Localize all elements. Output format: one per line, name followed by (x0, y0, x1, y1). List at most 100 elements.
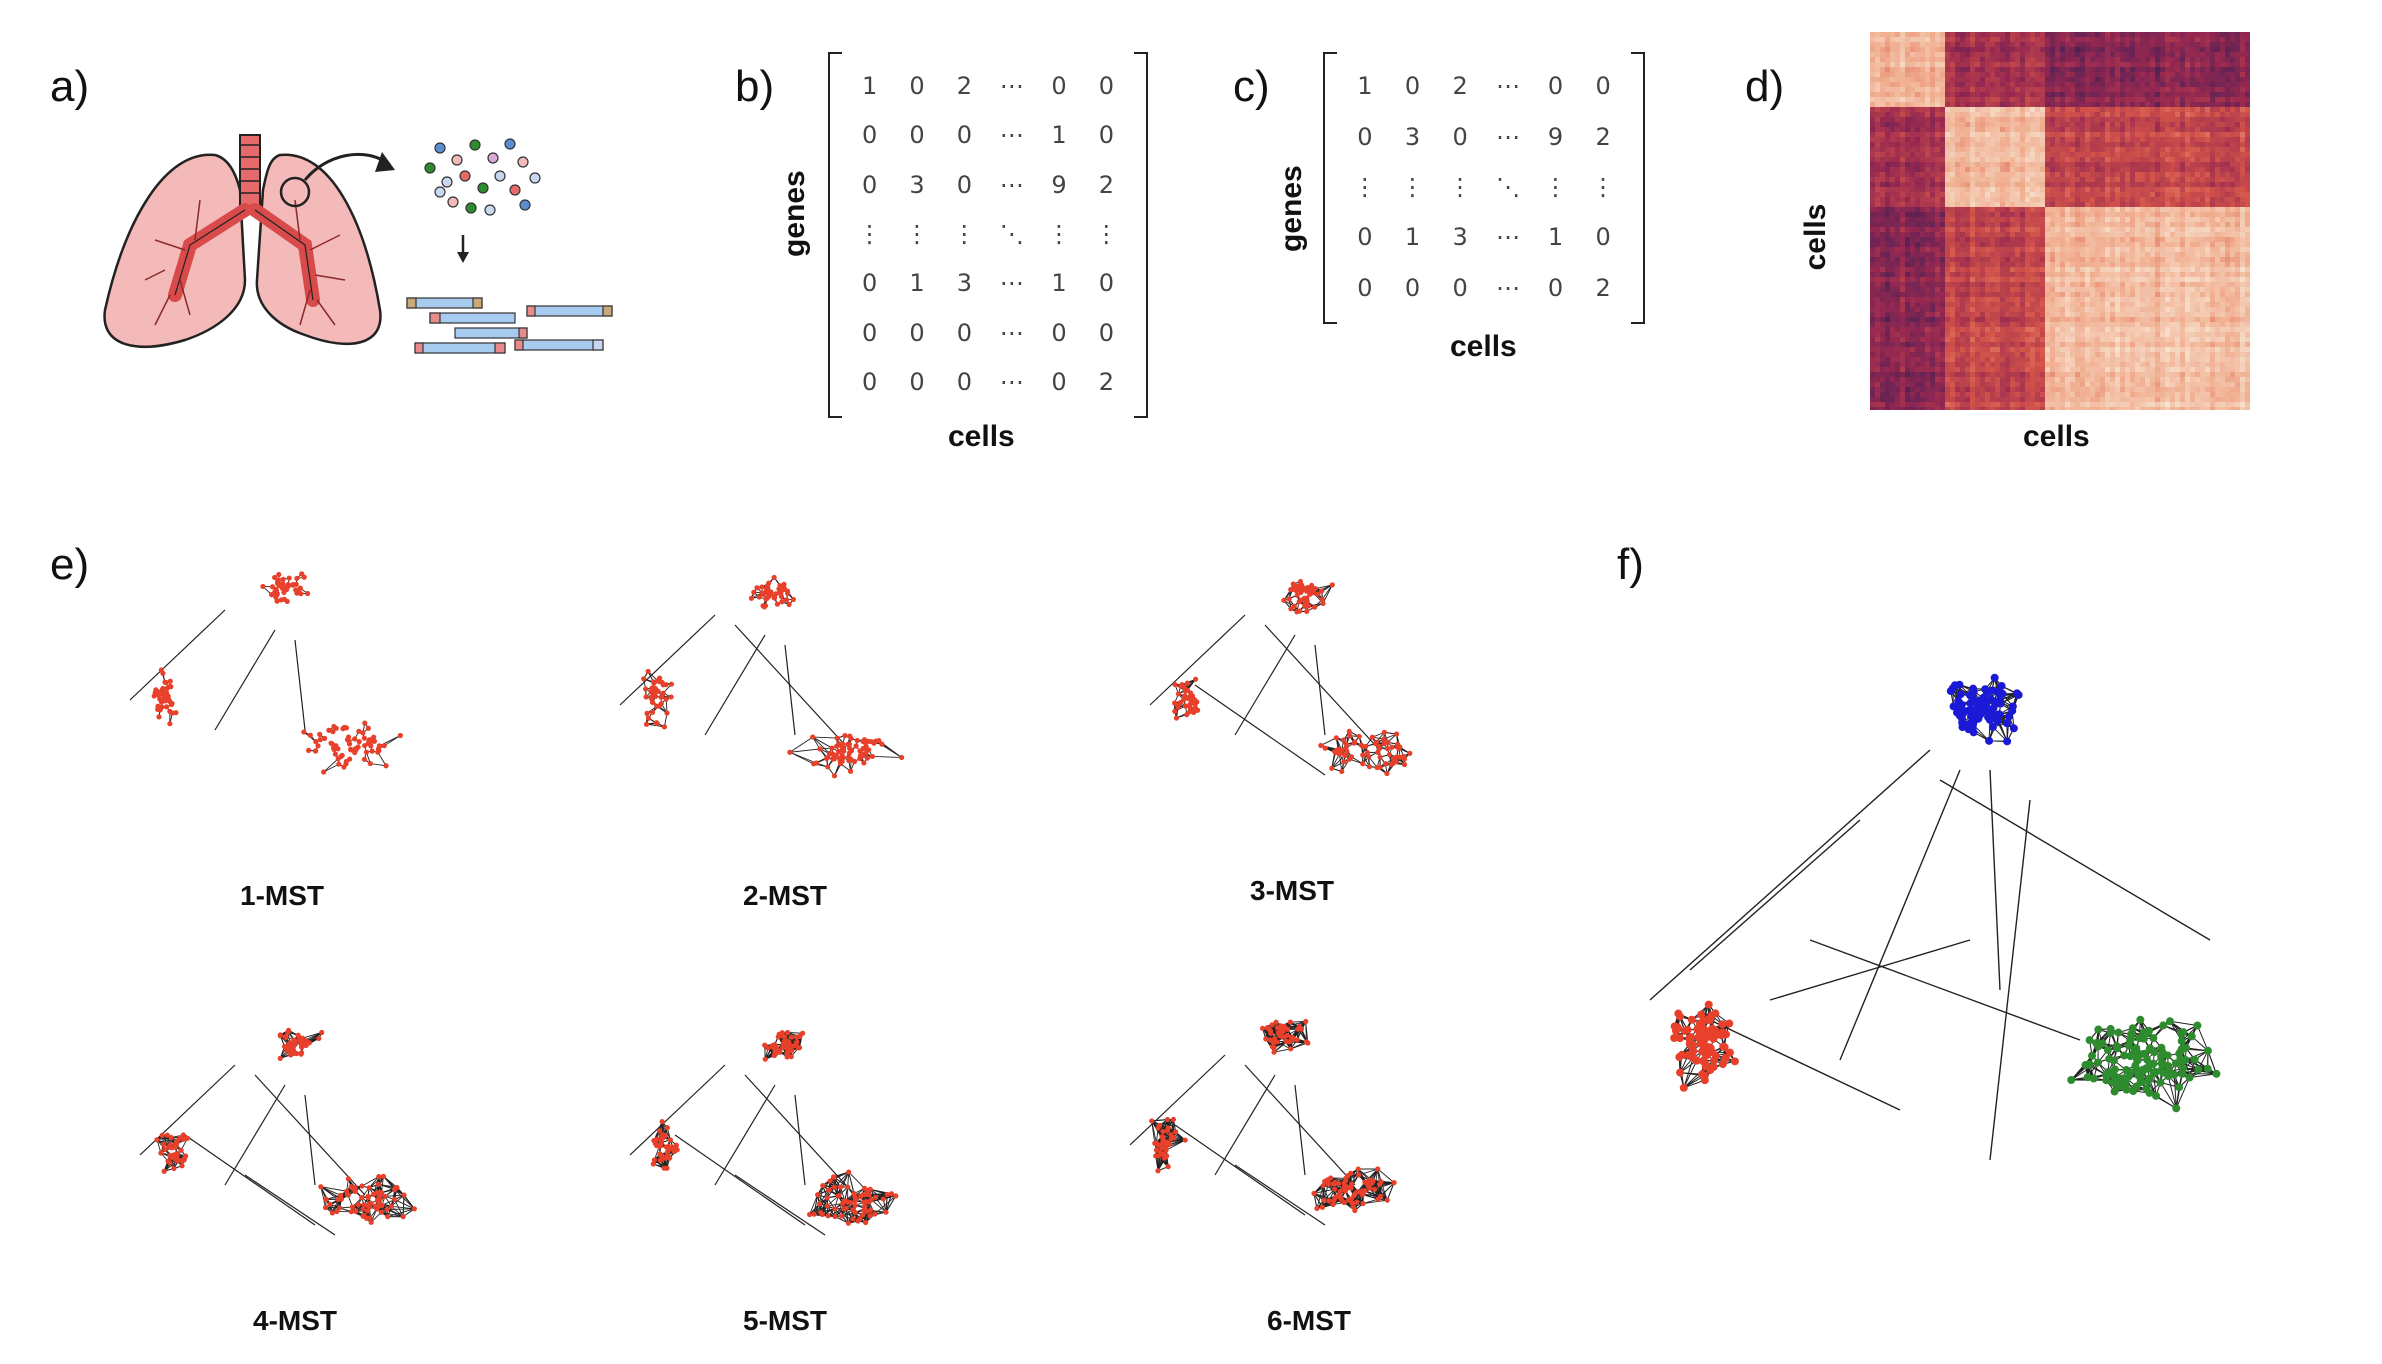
graph-node (1389, 744, 1395, 750)
graph-edge (396, 1187, 415, 1210)
matrix-cell: ⋯ (1495, 223, 1520, 252)
graph-node (306, 1040, 312, 1046)
graph-node (899, 754, 905, 761)
graph-node (356, 739, 362, 745)
graph-node (1407, 750, 1413, 756)
graph-node (1377, 754, 1383, 760)
graph-node (165, 1158, 171, 1164)
graph-node (1175, 691, 1182, 697)
graph-node (1286, 596, 1292, 602)
graph-node (336, 761, 342, 767)
graph-edge (794, 1094, 806, 1186)
graph-node (286, 575, 292, 581)
panel-label-d: d) (1745, 62, 1785, 111)
graph-edge (1194, 684, 1326, 776)
graph-node (1182, 695, 1188, 701)
graph-node (1382, 761, 1389, 767)
graph-node (321, 769, 327, 775)
matrix-cell: ⋮ (857, 220, 882, 248)
graph-node (276, 571, 282, 578)
graph-edge (302, 1032, 322, 1039)
graph-node (1339, 768, 1345, 775)
graph-node (661, 724, 668, 730)
graph-node (876, 738, 882, 744)
graph-node (322, 1204, 329, 1211)
graph-node (652, 693, 659, 699)
lungs-illustration (103, 134, 613, 354)
graph-node (1366, 754, 1372, 760)
graph-node (365, 1203, 371, 1209)
matrix-cell: 0 (1404, 72, 1421, 101)
graph-node (330, 745, 337, 751)
graph-node (176, 1157, 182, 1163)
graph-node (167, 678, 173, 684)
graph-node (1302, 603, 1308, 609)
graph-edge (254, 1074, 366, 1196)
graph-edge (704, 634, 766, 736)
graph-node (1358, 742, 1364, 748)
graph-node (751, 589, 757, 595)
graph-node (768, 589, 774, 595)
graph-node (1393, 731, 1400, 737)
graph-node (294, 590, 300, 596)
graph-node (290, 1050, 297, 1056)
matrix-cell: 2 (956, 71, 972, 100)
graph-edge (789, 751, 817, 764)
graph-node (655, 688, 661, 694)
graph-node (840, 754, 846, 761)
matrix-cell: 0 (1452, 273, 1468, 302)
graph-node (318, 1184, 324, 1190)
graph-node (388, 1203, 395, 1209)
right-lung-icon (255, 153, 382, 346)
graph-node (1401, 761, 1408, 768)
graph-node (323, 1196, 329, 1202)
panel-label-c: c) (1233, 62, 1270, 111)
graph-edge (734, 1174, 826, 1236)
graph-node (1366, 764, 1373, 770)
matrix-cell: 0 (1051, 318, 1067, 347)
graph-node (764, 595, 770, 601)
graph-node (1356, 733, 1362, 740)
graph-node (848, 735, 854, 742)
mst-graph-5 (629, 1029, 899, 1236)
graph-node (260, 583, 266, 590)
graph-edge (129, 609, 226, 701)
graph-node (347, 756, 353, 762)
graph-node (658, 694, 664, 700)
graph-node (367, 1215, 373, 1221)
graph-node (298, 1050, 305, 1056)
graph-node (1173, 715, 1180, 721)
graph-node (660, 690, 666, 696)
graph-edge (629, 1064, 726, 1156)
graph-node (790, 596, 797, 603)
graph-node (333, 725, 339, 731)
graph-node (379, 1202, 385, 1208)
graph-node (316, 1035, 322, 1042)
graph-node (341, 724, 348, 730)
graph-edge (734, 624, 846, 746)
graph-node (831, 773, 838, 779)
graph-node (294, 575, 300, 582)
graph-node (337, 1205, 343, 1211)
graph-node (302, 1037, 308, 1043)
graph-edge (320, 1186, 326, 1208)
graph-node (643, 686, 649, 692)
graph-node (1402, 756, 1408, 762)
graph-node (178, 1147, 184, 1153)
graph-node (317, 731, 323, 737)
graph-node (1315, 591, 1321, 597)
graph-node (854, 737, 860, 744)
graph-node (859, 753, 865, 759)
matrix-cell: ⋯ (999, 318, 1024, 347)
graph-edge (1149, 614, 1246, 706)
graph-node (167, 721, 173, 727)
graph-node (781, 581, 787, 588)
graph-node (167, 683, 173, 689)
graph-node (360, 1206, 366, 1212)
graph-node (293, 581, 299, 587)
graph-node (392, 1196, 398, 1203)
graph-edge (323, 763, 340, 773)
graph-node (663, 696, 669, 702)
graph-edge (391, 1205, 415, 1210)
graph-node (1182, 703, 1189, 709)
